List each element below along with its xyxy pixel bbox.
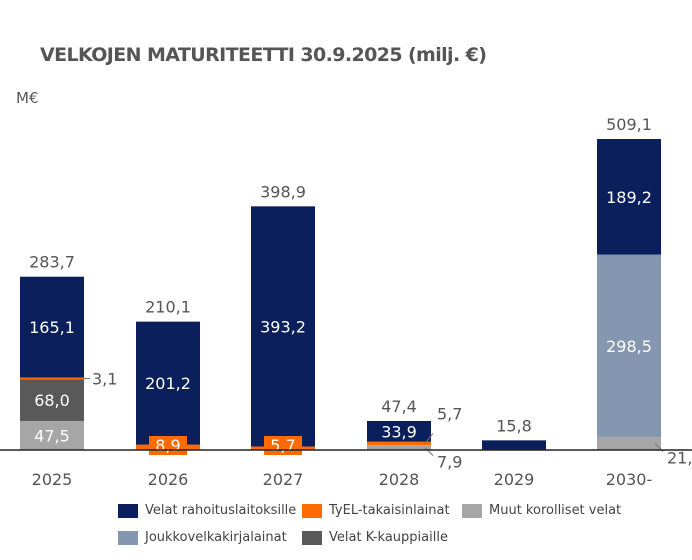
total-label: 398,9 bbox=[260, 182, 306, 201]
legend-item: Joukkovelkakirjalainat bbox=[118, 530, 287, 545]
legend-label: Velat rahoituslaitoksille bbox=[145, 503, 297, 518]
legend-item: Velat rahoituslaitoksille bbox=[118, 503, 296, 518]
bar-segment-velat-rahoituslaitoksille-2029 bbox=[482, 440, 546, 450]
legend-swatch bbox=[118, 530, 138, 545]
legend-item: Muut korolliset velat bbox=[462, 503, 621, 518]
data-label: 165,1 bbox=[29, 318, 75, 337]
data-label: 21,4 bbox=[667, 448, 692, 467]
bar-segment-joukkovelkakirjalainat-2030- bbox=[597, 254, 661, 437]
legend-swatch bbox=[462, 503, 482, 518]
data-label: 3,1 bbox=[92, 369, 117, 388]
data-label: 298,5 bbox=[606, 337, 652, 356]
bar-segment-velat-k-kauppiaille-2025 bbox=[20, 379, 84, 421]
y-axis-unit: M€ bbox=[16, 89, 39, 107]
data-label: 189,2 bbox=[606, 188, 652, 207]
legend-swatch bbox=[302, 503, 322, 518]
bar-segment-velat-rahoituslaitoksille-2030- bbox=[597, 139, 661, 255]
legend-label: Muut korolliset velat bbox=[489, 503, 622, 518]
leader-line bbox=[424, 433, 434, 444]
legend-item: Velat K-kauppiaille bbox=[302, 530, 448, 545]
bar-segment-muut-korolliset-velat-2025 bbox=[20, 420, 84, 450]
plot-area: 47,5 68,0 3,1 165,1 283,7 2025 8,9 201,2 210,1 20… bbox=[0, 115, 692, 489]
x-tick-label: 2027 bbox=[263, 470, 304, 489]
total-label: 15,8 bbox=[496, 416, 532, 435]
data-label: 68,0 bbox=[34, 391, 70, 410]
bar-segment-muut-korolliset-velat-2030- bbox=[597, 436, 661, 450]
data-label: 201,2 bbox=[145, 374, 191, 393]
bar-segment-velat-rahoituslaitoksille-2026 bbox=[136, 321, 200, 445]
legend-label: TyEL-takaisinlainat bbox=[329, 503, 450, 518]
legend-item: TyEL-takaisinlainat bbox=[302, 503, 450, 518]
x-tick-label: 2029 bbox=[494, 470, 535, 489]
data-label: 7,9 bbox=[437, 453, 462, 472]
bar-segment-tyel-takaisinlainat-2028 bbox=[367, 441, 431, 446]
data-label: 8,9 bbox=[155, 436, 180, 455]
total-label: 47,4 bbox=[381, 397, 417, 416]
total-label: 210,1 bbox=[145, 298, 191, 317]
chart-title: VELKOJEN MATURITEETTI 30.9.2025 (milj. €… bbox=[40, 44, 487, 66]
x-tick-label: 2028 bbox=[379, 470, 420, 489]
legend-swatch bbox=[302, 530, 322, 545]
legend-label: Velat K-kauppiaille bbox=[329, 530, 448, 545]
data-label: 393,2 bbox=[260, 317, 306, 336]
bar-segment-velat-rahoituslaitoksille-2025 bbox=[20, 276, 84, 378]
total-label: 509,1 bbox=[606, 115, 652, 134]
bar-segment-velat-rahoituslaitoksille-2028 bbox=[367, 420, 431, 442]
bar-segment-muut-korolliset-velat-2028 bbox=[367, 445, 431, 450]
legend-swatch bbox=[118, 503, 138, 518]
data-label: 33,9 bbox=[381, 422, 417, 441]
bar-segment-tyel-takaisinlainat-2025 bbox=[20, 377, 84, 380]
leader-line bbox=[424, 447, 434, 456]
x-tick-label: 2026 bbox=[148, 470, 189, 489]
x-tick-label: 2025 bbox=[32, 470, 73, 489]
legend-label: Joukkovelkakirjalainat bbox=[145, 530, 287, 545]
x-tick-label: 2030- bbox=[606, 470, 653, 489]
data-label: 5,7 bbox=[270, 436, 295, 455]
total-label: 283,7 bbox=[29, 253, 75, 272]
data-label: 5,7 bbox=[437, 404, 462, 423]
bar-segment-velat-rahoituslaitoksille-2027 bbox=[251, 206, 315, 447]
data-label: 47,5 bbox=[34, 426, 70, 445]
